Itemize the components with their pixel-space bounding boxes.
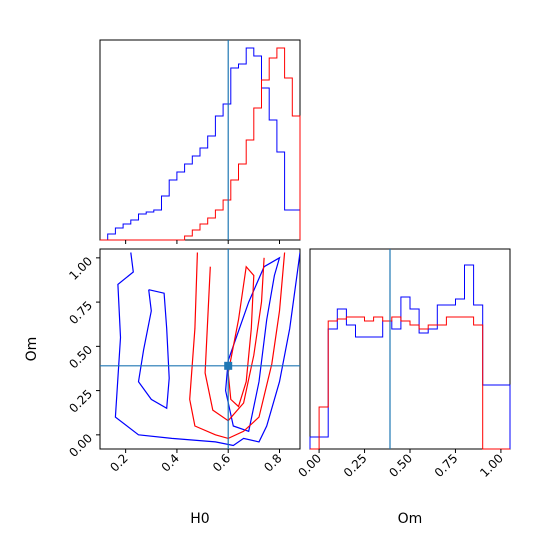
contour-blue-0 bbox=[114, 252, 300, 447]
contour-blue-1 bbox=[137, 289, 170, 410]
joint-truth-marker bbox=[224, 361, 233, 370]
contour-red-5 bbox=[227, 265, 255, 408]
h0-histogram-frame bbox=[99, 39, 301, 241]
om-histogram-blue bbox=[309, 264, 511, 449]
om-xaxis-label: Om bbox=[398, 511, 423, 527]
joint-yaxis-label: Om bbox=[24, 337, 40, 362]
h0-histogram-blue bbox=[100, 47, 301, 241]
joint-ytick-label-2: 0.50 bbox=[66, 343, 95, 372]
contour-blue-2 bbox=[224, 256, 281, 433]
joint-xtick-label-0: 0.2 bbox=[107, 451, 130, 474]
om-xtick-label-1: 0.25 bbox=[341, 451, 370, 480]
h0-histogram-red bbox=[100, 47, 301, 241]
om-histogram-frame bbox=[309, 248, 511, 450]
om-histogram-red bbox=[310, 316, 510, 450]
joint-xaxis-label: H0 bbox=[190, 511, 209, 527]
om-xtick-label-4: 1.00 bbox=[477, 451, 506, 480]
om-xtick-label-0: 0.00 bbox=[295, 451, 324, 480]
joint-frame bbox=[99, 248, 301, 450]
om-xtick-label-2: 0.50 bbox=[386, 451, 415, 480]
joint-ytick-label-0: 0.00 bbox=[66, 431, 95, 460]
joint-ytick-label-4: 1.00 bbox=[66, 254, 95, 283]
joint-ytick-label-1: 0.25 bbox=[66, 387, 95, 416]
joint-xtick-label-1: 0.4 bbox=[159, 451, 182, 474]
joint-ytick-label-3: 0.75 bbox=[66, 298, 95, 327]
om-xtick-label-3: 0.75 bbox=[432, 451, 461, 480]
joint-xtick-label-3: 0.8 bbox=[261, 451, 284, 474]
joint-xtick-label-2: 0.6 bbox=[210, 451, 233, 474]
